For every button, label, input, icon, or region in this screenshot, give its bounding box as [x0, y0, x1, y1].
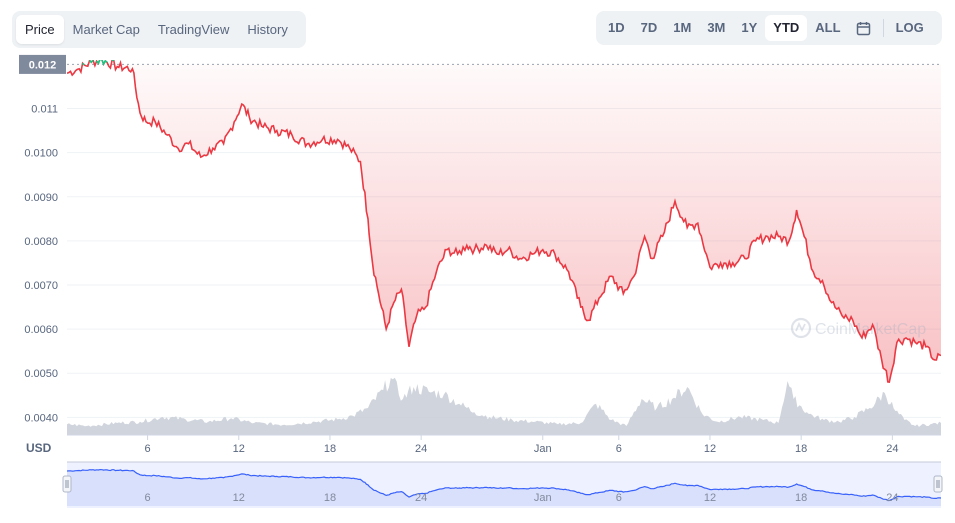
- x-axis: 6 12 18 24 Jan 6 12 18 24: [144, 435, 898, 455]
- x-tick-label: 12: [233, 443, 245, 455]
- navigator-tick-label: 12: [704, 492, 716, 504]
- chart-type-tabs: Price Market Cap TradingView History: [12, 11, 306, 48]
- y-tick-label: 0.0090: [24, 192, 58, 204]
- range-button-1y[interactable]: 1Y: [741, 20, 758, 35]
- range-button-3m[interactable]: 3M: [707, 20, 726, 35]
- navigator-right-handle[interactable]: [933, 475, 943, 493]
- y-tick-label: 0.0100: [24, 148, 58, 160]
- cmc-logo-icon: [790, 317, 812, 339]
- range-button-all[interactable]: ALL: [815, 20, 841, 35]
- navigator-tick-label: 24: [415, 492, 427, 504]
- x-tick-label: 6: [616, 443, 622, 455]
- tab-market-cap[interactable]: Market Cap: [72, 22, 140, 37]
- y-tick-label: 0.0050: [24, 368, 58, 380]
- navigator-area: [67, 469, 941, 506]
- time-range-selector: 1D 7D 1M 3M 1Y YTD ALL LOG: [596, 11, 942, 45]
- y-tick-label: 0.0070: [24, 280, 58, 292]
- y-axis: 0.0040 0.0050 0.0060 0.0070 0.0080 0.0090 0.01…: [24, 104, 58, 425]
- navigator-tick-label: 6: [144, 492, 150, 504]
- log-scale-button[interactable]: LOG: [895, 20, 924, 35]
- x-tick-label: Jan: [534, 443, 552, 455]
- range-button-7d[interactable]: 7D: [640, 20, 658, 35]
- navigator-tick-label: Jan: [534, 492, 552, 504]
- calendar-icon[interactable]: [849, 15, 879, 41]
- range-divider: [882, 19, 884, 37]
- range-navigator[interactable]: 6 12 18 24 Jan 6 12 18 24: [62, 461, 943, 508]
- x-tick-label: 18: [324, 443, 336, 455]
- volume-area: [67, 377, 941, 435]
- x-tick-label: 24: [886, 443, 898, 455]
- range-button-ytd[interactable]: YTD: [765, 15, 808, 41]
- y-tick-label: 0.011: [31, 104, 58, 116]
- x-tick-label: 12: [704, 443, 716, 455]
- cmc-logo-mark: [795, 321, 806, 333]
- current-price-badge: 0.012: [19, 54, 66, 74]
- range-button-1d[interactable]: 1D: [608, 20, 625, 35]
- navigator-tick-label: 24: [886, 492, 898, 504]
- x-tick-label: 6: [144, 443, 150, 455]
- x-tick-label: 18: [795, 443, 807, 455]
- tab-price[interactable]: Price: [16, 15, 64, 44]
- y-tick-label: 0.0060: [24, 324, 58, 336]
- navigator-tick-label: 18: [324, 492, 336, 504]
- navigator-ticks: 6 12 18 24 Jan 6 12 18 24: [144, 492, 898, 504]
- volume-bars: [67, 377, 941, 435]
- navigator-tick-label: 18: [795, 492, 807, 504]
- x-tick-label: 24: [415, 443, 427, 455]
- navigator-line: [66, 468, 942, 502]
- y-tick-label: 0.0040: [24, 412, 58, 424]
- currency-label: USD: [26, 441, 52, 455]
- coinmarketcap-watermark: CoinMarketCap: [790, 317, 926, 339]
- navigator-tick-label: 12: [233, 492, 245, 504]
- price-line: [67, 60, 941, 383]
- tab-history[interactable]: History: [247, 22, 288, 37]
- navigator-tick-label: 6: [616, 492, 622, 504]
- current-price-label: 0.012: [29, 59, 57, 71]
- y-tick-label: 0.0080: [24, 236, 58, 248]
- tab-tradingview[interactable]: TradingView: [157, 22, 230, 37]
- range-button-1m[interactable]: 1M: [673, 20, 692, 35]
- calendar-glyph: [856, 21, 871, 35]
- price-area-fill: [67, 60, 941, 383]
- navigator-left-handle[interactable]: [62, 475, 72, 493]
